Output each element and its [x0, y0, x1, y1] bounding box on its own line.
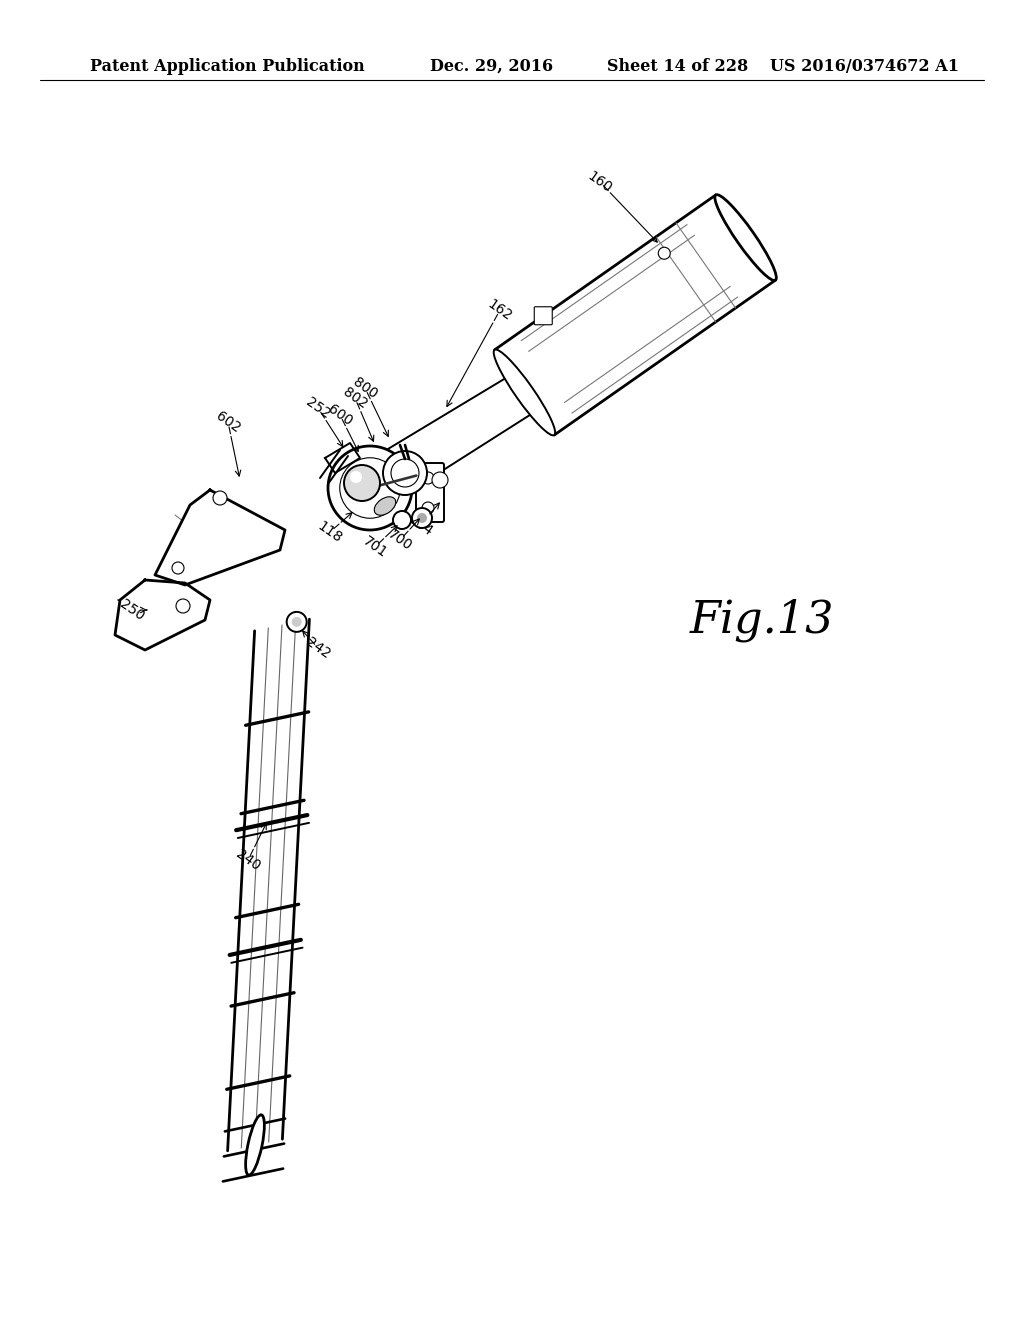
Circle shape [412, 508, 432, 528]
Text: 602: 602 [213, 409, 243, 436]
Text: 242: 242 [303, 635, 333, 661]
Ellipse shape [374, 496, 395, 515]
Ellipse shape [246, 1115, 264, 1175]
FancyBboxPatch shape [416, 463, 444, 521]
Text: Patent Application Publication: Patent Application Publication [90, 58, 365, 75]
FancyBboxPatch shape [535, 306, 552, 325]
Circle shape [340, 458, 400, 519]
Circle shape [292, 616, 302, 627]
Text: 252: 252 [303, 395, 333, 421]
Circle shape [422, 502, 434, 513]
Ellipse shape [494, 350, 555, 436]
Polygon shape [115, 579, 210, 649]
Circle shape [213, 491, 227, 506]
Circle shape [344, 465, 380, 502]
Text: Sheet 14 of 228: Sheet 14 of 228 [607, 58, 749, 75]
Text: 800: 800 [350, 375, 380, 401]
Text: US 2016/0374672 A1: US 2016/0374672 A1 [770, 58, 959, 75]
Text: 604: 604 [406, 512, 435, 539]
Circle shape [350, 471, 362, 483]
Circle shape [287, 612, 306, 632]
Text: 600: 600 [326, 401, 355, 428]
Text: Fig.13: Fig.13 [690, 598, 835, 642]
Circle shape [432, 473, 449, 488]
Text: 802: 802 [340, 384, 370, 412]
Circle shape [383, 451, 427, 495]
Text: Dec. 29, 2016: Dec. 29, 2016 [430, 58, 553, 75]
Circle shape [176, 599, 190, 612]
Text: 701: 701 [360, 533, 390, 560]
Text: 118: 118 [315, 519, 345, 545]
Text: 240: 240 [233, 846, 263, 874]
Circle shape [393, 511, 411, 529]
Circle shape [172, 562, 184, 574]
Text: 700: 700 [385, 527, 415, 553]
Text: 250: 250 [117, 597, 146, 623]
Text: 162: 162 [485, 297, 515, 323]
Circle shape [658, 247, 671, 259]
Polygon shape [155, 490, 285, 585]
Circle shape [417, 513, 427, 523]
Text: 160: 160 [585, 169, 614, 195]
Circle shape [391, 459, 419, 487]
Ellipse shape [715, 194, 776, 280]
Circle shape [422, 473, 434, 484]
Circle shape [328, 446, 412, 531]
